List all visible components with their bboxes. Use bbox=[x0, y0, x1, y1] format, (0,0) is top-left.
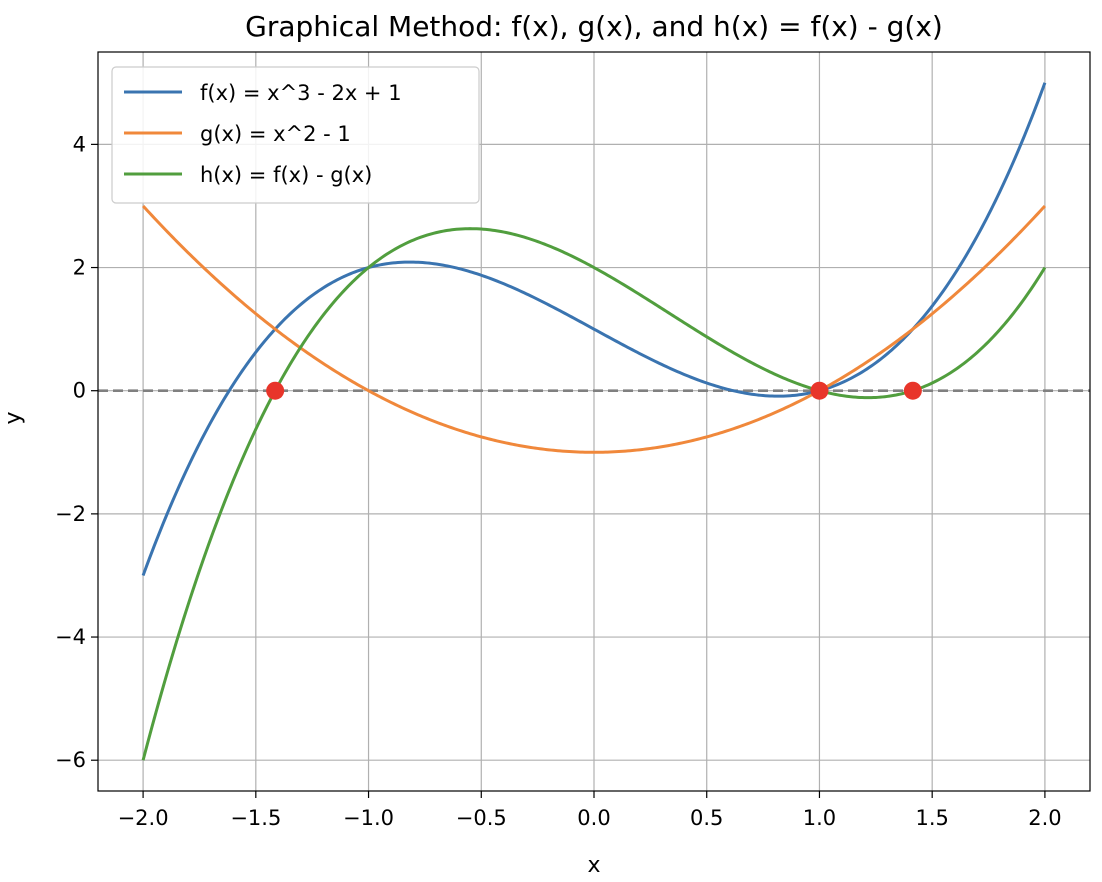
x-tick-label: 1.5 bbox=[915, 806, 948, 830]
series-line-1 bbox=[141, 82, 1047, 576]
x-tick-label: −1.0 bbox=[343, 806, 394, 830]
y-tick-label: −4 bbox=[55, 625, 86, 649]
x-tick-label: −2.0 bbox=[118, 806, 169, 830]
y-tick-label: −2 bbox=[55, 502, 86, 526]
series-line-3 bbox=[141, 227, 1047, 761]
series-line-2 bbox=[141, 204, 1047, 454]
x-axis-label: x bbox=[587, 853, 600, 878]
legend-box bbox=[111, 66, 480, 204]
y-tick-label: 0 bbox=[73, 379, 86, 403]
legend: f(x) = x^3 - 2x + 1 g(x) = x^2 - 1 h(x) = … bbox=[111, 66, 480, 204]
x-tick-label: −1.5 bbox=[230, 806, 281, 830]
x-tick-label: −0.5 bbox=[456, 806, 507, 830]
root-point bbox=[903, 381, 922, 400]
root-point bbox=[810, 381, 829, 400]
x-tick-label: 1.0 bbox=[803, 806, 836, 830]
chart-title: Graphical Method: f(x), g(x), and h(x) =… bbox=[245, 10, 943, 43]
x-axis-ticks: −2.0 −1.5 −1.0 −0.5 0.0 0.5 1.0 1.5 2.0 bbox=[118, 791, 1062, 830]
series-lines bbox=[141, 82, 1047, 761]
x-tick-label: 0.5 bbox=[690, 806, 723, 830]
root-point bbox=[266, 381, 285, 400]
y-tick-label: 4 bbox=[73, 132, 86, 156]
x-tick-label: 2.0 bbox=[1028, 806, 1061, 830]
y-tick-label: 2 bbox=[73, 256, 86, 280]
legend-label: f(x) = x^3 - 2x + 1 bbox=[200, 81, 402, 105]
legend-label: g(x) = x^2 - 1 bbox=[200, 122, 351, 146]
y-tick-label: −6 bbox=[55, 748, 86, 772]
y-axis-ticks: −6 −4 −2 0 2 4 bbox=[55, 132, 98, 772]
x-tick-label: 0.0 bbox=[577, 806, 610, 830]
legend-label: h(x) = f(x) - g(x) bbox=[200, 163, 372, 187]
root-markers bbox=[266, 381, 922, 400]
y-axis-label: y bbox=[1, 411, 26, 424]
